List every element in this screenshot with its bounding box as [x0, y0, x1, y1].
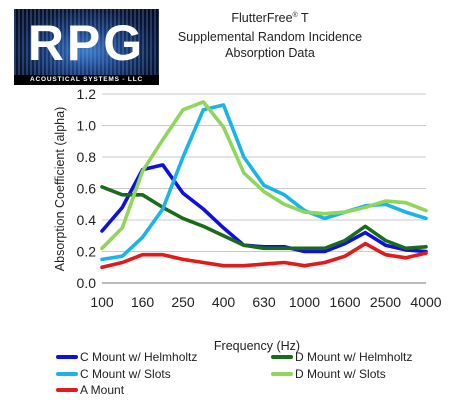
- x-tick-labels: 100 160 250 400 630 1000 1600 2500 4000: [90, 294, 441, 310]
- x-axis-label: Frequency (Hz): [214, 339, 300, 353]
- x-tick-2500: 2500: [370, 294, 401, 310]
- x-tick-1600: 1600: [329, 294, 360, 310]
- logo-text: RPG: [27, 15, 146, 71]
- x-tick-630: 630: [252, 294, 276, 310]
- x-tick-250: 250: [171, 294, 195, 310]
- series-lines: [100, 100, 428, 270]
- logo-waveform: [14, 9, 159, 75]
- y-tick-0.4: 0.4: [77, 212, 97, 228]
- y-tick-1.0: 1.0: [77, 118, 97, 134]
- legend: C Mount w/ Helmholtz D Mount w/ Helmholtz…: [56, 350, 412, 397]
- y-tick-0.2: 0.2: [77, 244, 97, 260]
- logo-subtext: ACOUSTICAL SYSTEMS - LLC: [14, 75, 159, 85]
- rpg-logo: RPG ACOUSTICAL SYSTEMS - LLC: [14, 9, 159, 85]
- y-tick-1.2: 1.2: [77, 86, 97, 102]
- series-line-d-mount-w-helmholtz: [100, 185, 428, 251]
- legend-label-d-mount-w-slots: D Mount w/ Slots: [295, 367, 386, 381]
- legend-label-d-mount-w-helmholtz: D Mount w/ Helmholtz: [295, 350, 412, 364]
- legend-label-c-mount-w-helmholtz: C Mount w/ Helmholtz: [80, 350, 197, 364]
- chart-subtitle-line-2: Supplemental Random Incidence: [177, 30, 363, 44]
- legend-label-a-mount: A Mount: [80, 383, 125, 397]
- chart-subtitle-line-3: Absorption Data: [225, 46, 315, 60]
- y-axis-label: Absorption Coefficient (alpha): [53, 107, 67, 271]
- registered-mark: ®: [292, 11, 298, 19]
- chart-title: FlutterFree® T: [160, 11, 380, 25]
- y-tick-0.8: 0.8: [77, 149, 97, 165]
- series-line-c-mount-w-helmholtz: [100, 163, 428, 254]
- y-tick-0.0: 0.0: [77, 275, 97, 291]
- x-tick-4000: 4000: [410, 294, 441, 310]
- series-line-d-mount-w-slots: [100, 100, 428, 251]
- title-suffix: T: [300, 11, 309, 25]
- legend-label-c-mount-w-slots: C Mount w/ Slots: [80, 367, 171, 381]
- x-tick-100: 100: [90, 294, 114, 310]
- y-tick-0.6: 0.6: [77, 181, 97, 197]
- x-tick-1000: 1000: [289, 294, 320, 310]
- y-tick-labels: 0.0 0.2 0.4 0.6 0.8 1.0 1.2: [77, 86, 97, 291]
- series-line-a-mount: [100, 241, 428, 270]
- title-product: FlutterFree: [231, 11, 293, 25]
- x-tick-400: 400: [212, 294, 236, 310]
- x-tick-160: 160: [131, 294, 155, 310]
